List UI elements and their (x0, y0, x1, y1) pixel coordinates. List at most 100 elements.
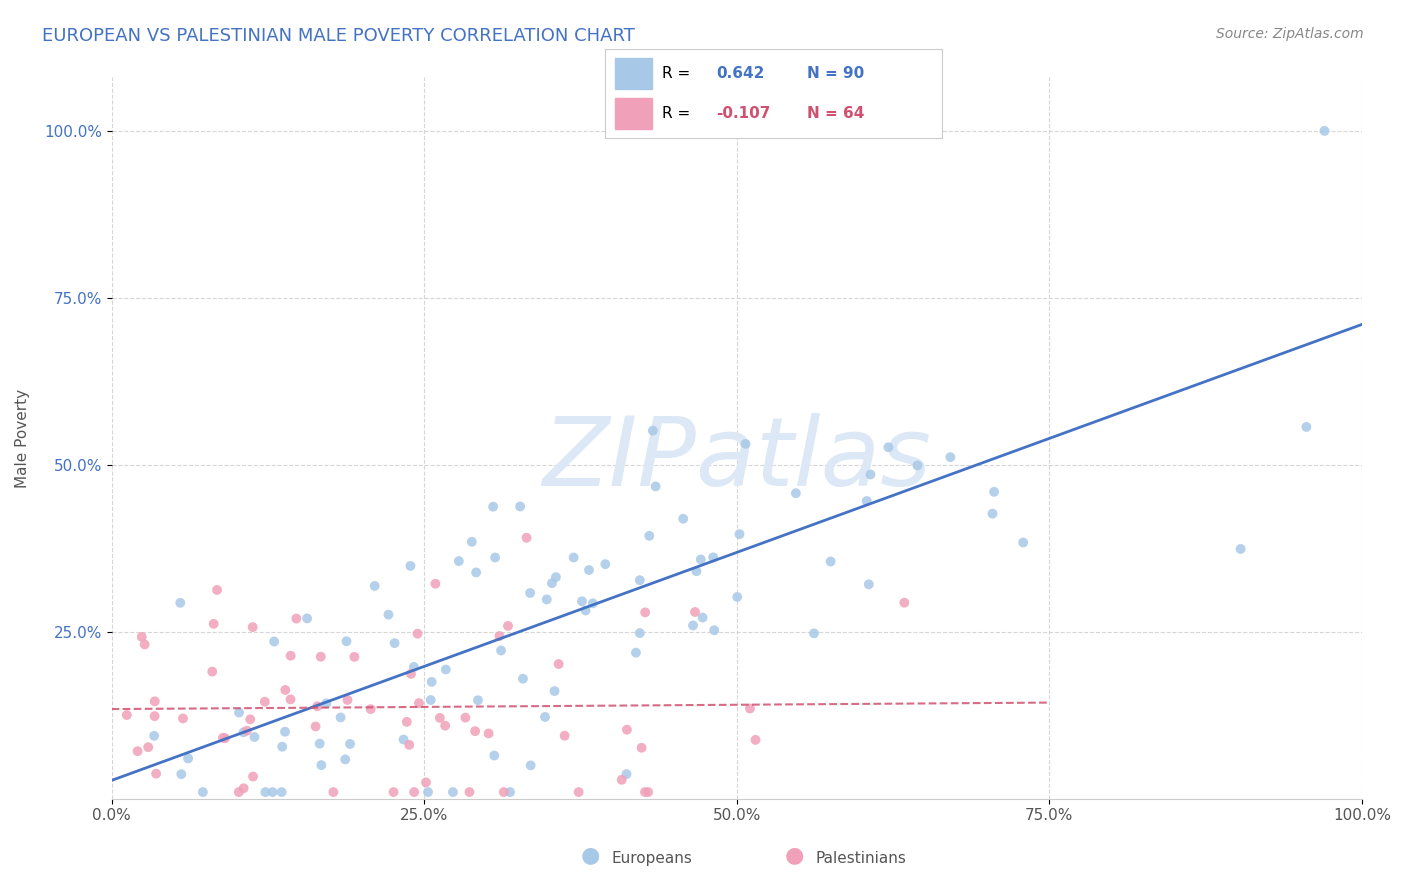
Point (543, 684, 565, 698)
Point (465, 566, 488, 580)
Point (339, 737, 361, 751)
Point (274, 683, 297, 698)
Point (610, 772, 633, 787)
Point (634, 785, 657, 799)
Text: Source: ZipAtlas.com: Source: ZipAtlas.com (1216, 27, 1364, 41)
Point (395, 714, 418, 729)
Point (683, 605, 706, 619)
Point (402, 660, 425, 674)
Point (253, 695, 276, 709)
Point (855, 494, 877, 508)
Point (534, 710, 557, 724)
Point (434, 719, 457, 733)
Point (467, 693, 489, 707)
Point (692, 610, 714, 624)
Point (496, 619, 519, 633)
Point (624, 646, 647, 660)
Point (239, 712, 262, 726)
Point (399, 558, 422, 573)
Point (512, 672, 534, 686)
Point (143, 694, 166, 708)
Point (582, 596, 605, 610)
Point (461, 534, 484, 549)
Point (307, 699, 329, 714)
Point (554, 729, 576, 743)
Point (482, 500, 505, 514)
Point (404, 785, 426, 799)
Point (214, 731, 236, 745)
Point (172, 711, 194, 725)
Point (637, 785, 659, 799)
Point (562, 550, 585, 565)
Text: R =: R = (662, 66, 695, 80)
Point (429, 711, 451, 725)
Point (488, 629, 510, 643)
Point (858, 577, 880, 591)
Point (232, 781, 254, 796)
Point (981, 507, 1004, 521)
Point (242, 620, 264, 634)
Point (274, 724, 297, 739)
Point (536, 592, 558, 607)
Point (685, 564, 707, 578)
Point (689, 552, 711, 566)
Point (202, 616, 225, 631)
Point (115, 708, 138, 723)
Point (515, 531, 537, 545)
Point (785, 486, 807, 500)
Point (322, 785, 344, 799)
Point (243, 730, 266, 744)
Point (877, 440, 900, 454)
Point (641, 424, 664, 438)
Point (574, 603, 596, 617)
Point (309, 649, 332, 664)
Point (169, 596, 191, 610)
Point (1229, 541, 1251, 556)
Point (242, 770, 264, 784)
Point (803, 626, 825, 640)
Point (382, 785, 405, 799)
Point (363, 579, 385, 593)
Point (458, 785, 481, 799)
Point (630, 740, 652, 755)
Text: -0.107: -0.107 (716, 106, 770, 120)
Point (335, 752, 357, 766)
Point (616, 767, 638, 781)
Point (1295, 420, 1317, 434)
Point (851, 124, 873, 138)
Point (311, 758, 333, 772)
Point (177, 751, 200, 765)
Point (634, 606, 657, 620)
Point (236, 723, 259, 738)
Point (143, 729, 166, 743)
Point (415, 775, 437, 789)
Point (136, 740, 159, 755)
Point (377, 607, 399, 622)
Point (134, 638, 156, 652)
Point (201, 665, 224, 679)
Point (492, 785, 515, 799)
FancyBboxPatch shape (614, 98, 652, 129)
Point (644, 479, 666, 493)
Point (939, 450, 962, 465)
Point (170, 767, 193, 781)
Point (360, 702, 382, 716)
Point (568, 785, 591, 799)
Point (145, 766, 167, 780)
Point (336, 693, 359, 707)
Point (271, 739, 294, 754)
Point (343, 649, 366, 664)
Point (392, 732, 415, 747)
Text: ●: ● (581, 845, 600, 864)
Point (280, 692, 302, 706)
Point (232, 725, 254, 739)
Point (1012, 535, 1035, 549)
Point (519, 758, 541, 772)
Text: ZIPatlas: ZIPatlas (543, 413, 931, 507)
Point (464, 724, 486, 739)
Point (308, 737, 330, 751)
Point (638, 529, 661, 543)
Point (205, 582, 228, 597)
Point (728, 527, 751, 541)
Point (859, 467, 882, 482)
